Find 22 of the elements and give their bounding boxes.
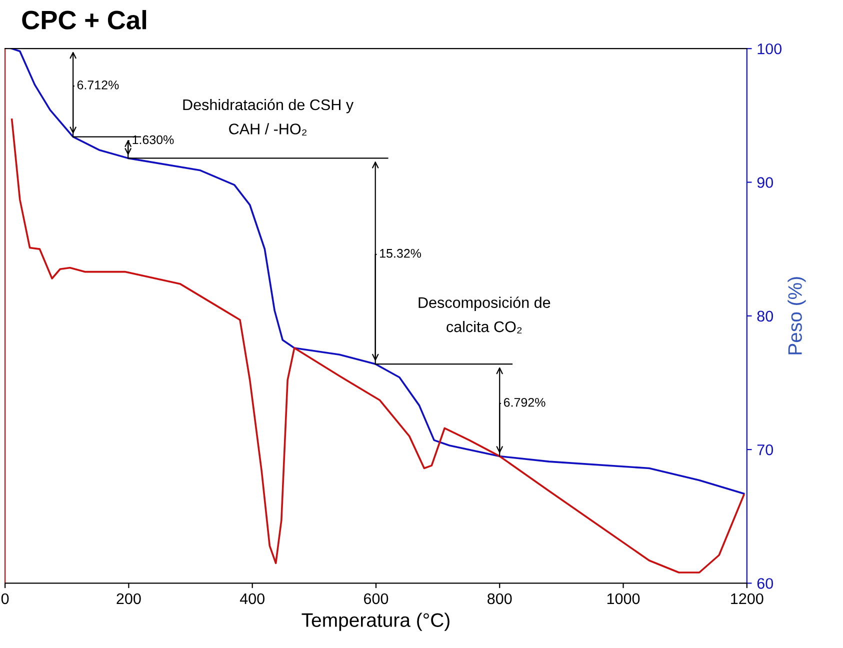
annotation: 15.32% — [380, 248, 422, 258]
y-axis-title: Peso (%) — [788, 277, 806, 354]
annotation: 6.792% — [504, 398, 546, 407]
y-tick-label: 60 — [757, 578, 774, 589]
x-tick-label: 0 — [1, 593, 9, 604]
y-tick-label: 90 — [757, 177, 774, 188]
x-tick-label: 200 — [116, 593, 141, 604]
annotation: 1.630% — [132, 135, 174, 144]
annotation: Descomposición de calcita CO₂ — [418, 296, 550, 334]
annotation: Deshidratación de CSH y CAH / -HO₂ — [183, 98, 354, 136]
line-series — [10, 118, 745, 574]
x-tick-label: 800 — [488, 593, 512, 604]
annotation: 6.712% — [77, 80, 119, 90]
chart-title: CPC + Cal — [22, 10, 146, 30]
y-tick-label: 100 — [758, 43, 782, 54]
x-tick-label: 600 — [364, 593, 388, 604]
x-tick-label: 400 — [240, 593, 264, 604]
x-axis-title: Temperatura (°C) — [302, 612, 450, 631]
x-tick-label: 1200 — [731, 593, 764, 604]
y-tick-label: 80 — [757, 310, 774, 322]
x-tick-label: 1000 — [607, 593, 640, 604]
y-tick-label: 70 — [757, 444, 774, 456]
